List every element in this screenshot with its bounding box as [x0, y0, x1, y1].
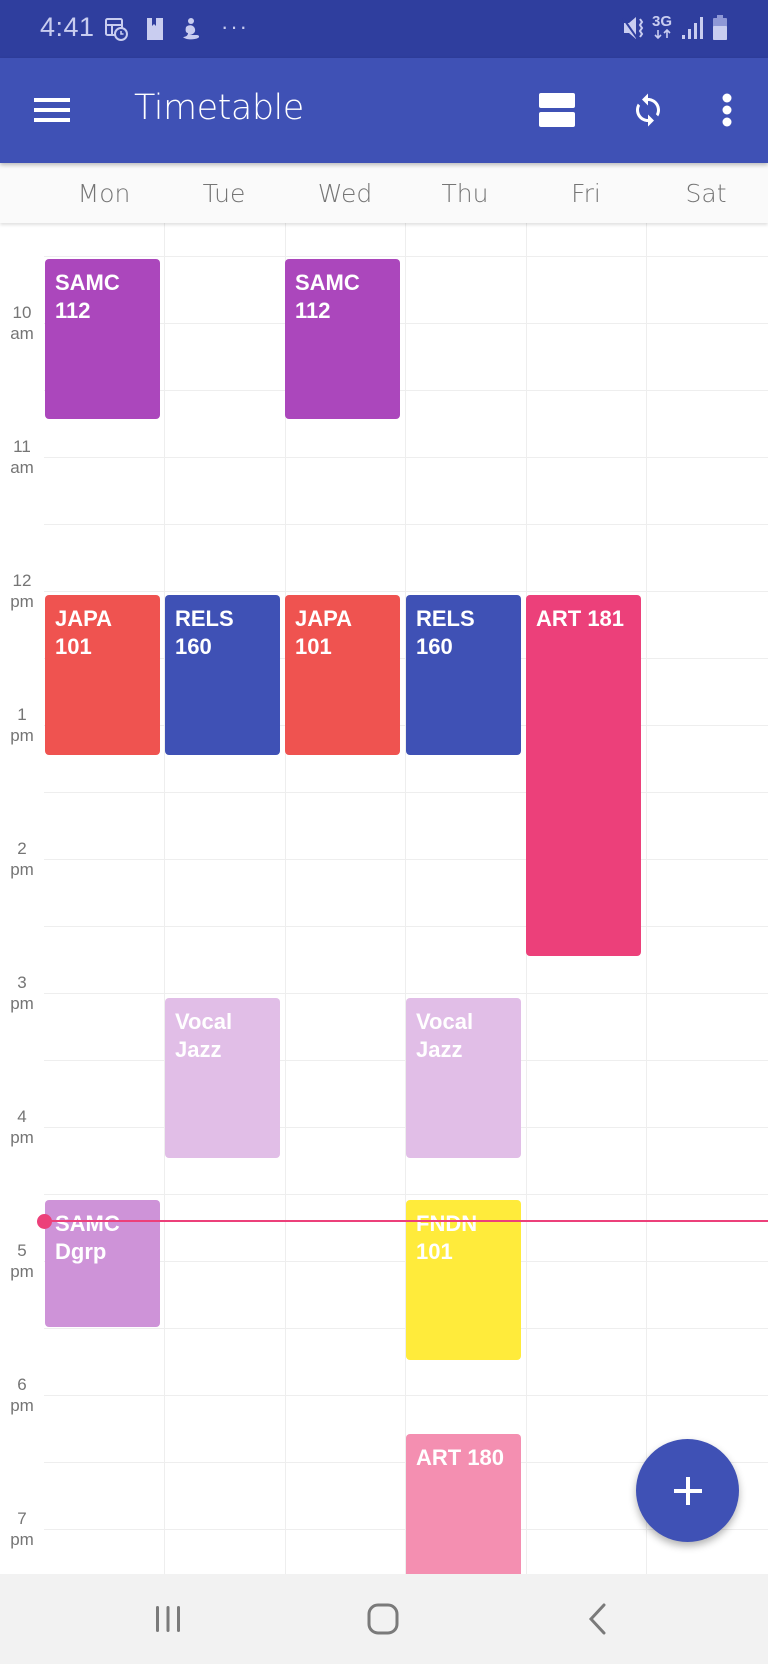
more-vert-icon: [722, 93, 732, 127]
3g-data-icon: 3G: [651, 12, 675, 47]
grid-line: [44, 1395, 768, 1396]
view-agenda-icon: [539, 93, 575, 127]
home-button[interactable]: [353, 1596, 413, 1642]
recents-icon: [156, 1606, 180, 1632]
menu-button[interactable]: [22, 80, 82, 140]
app-bar: Timetable: [0, 58, 768, 163]
time-label-1pm: 1 pm: [10, 705, 34, 745]
event-japa-101-wed[interactable]: JAPA 101: [285, 595, 400, 755]
time-label-2pm: 2 pm: [10, 839, 34, 879]
day-header: Mon Tue Wed Thu Fri Sat: [0, 163, 768, 223]
time-label-11am: 11 am: [10, 437, 34, 477]
grid-line: [44, 390, 768, 391]
day-label-wed: Wed: [317, 179, 373, 208]
view-toggle-button[interactable]: [527, 80, 587, 140]
system-nav-bar: [0, 1574, 768, 1664]
battery-icon: [712, 15, 728, 46]
day-label-fri: Fri: [571, 179, 601, 208]
column-divider: [164, 223, 165, 1574]
current-time-dot: [37, 1214, 52, 1229]
bookmark-icon: [145, 17, 165, 46]
time-label-5pm: 5 pm: [10, 1241, 34, 1281]
grid-line: [44, 792, 768, 793]
home-icon: [367, 1603, 399, 1635]
calendar-clock-icon: [104, 17, 128, 46]
recents-button[interactable]: [138, 1596, 198, 1642]
status-time: 4:41: [40, 12, 95, 42]
svg-text:3G: 3G: [652, 13, 672, 30]
event-vocal-jazz-tue[interactable]: Vocal Jazz: [165, 998, 280, 1158]
signal-icon: [681, 16, 703, 45]
status-bar: 4:41 ··· 3G: [0, 0, 768, 58]
time-label-7pm: 7 pm: [10, 1509, 34, 1549]
event-rels-160-thu[interactable]: RELS 160: [406, 595, 521, 755]
time-label-3pm: 3 pm: [10, 973, 34, 1013]
event-art-181-fri[interactable]: ART 181: [526, 595, 641, 956]
grid-line: [44, 1194, 768, 1195]
grid-line: [44, 323, 768, 324]
time-label-4pm: 4 pm: [10, 1107, 34, 1147]
day-label-thu: Thu: [441, 179, 489, 208]
event-art-180-thu[interactable]: ART 180: [406, 1434, 521, 1574]
column-divider: [646, 223, 647, 1574]
timetable-grid[interactable]: 10 am 11 am 12 pm 1 pm 2 pm 3 pm 4 pm 5 pm 6 pm 7…: [0, 223, 768, 1574]
event-vocal-jazz-thu[interactable]: Vocal Jazz: [406, 998, 521, 1158]
back-button[interactable]: [568, 1596, 628, 1642]
column-divider: [405, 223, 406, 1574]
vibrate-mute-icon: [622, 14, 648, 47]
event-japa-101-mon[interactable]: JAPA 101: [45, 595, 160, 755]
event-samc-112-wed[interactable]: SAMC 112: [285, 259, 400, 419]
grid-line: [44, 524, 768, 525]
sync-button[interactable]: [618, 80, 678, 140]
time-label-10am: 10 am: [10, 303, 34, 343]
grid-line: [44, 926, 768, 927]
hamburger-icon: [34, 98, 70, 122]
page-title: Timetable: [134, 88, 304, 128]
grid-line: [44, 993, 768, 994]
plus-icon: [673, 1476, 702, 1505]
figure-icon: [180, 17, 202, 46]
time-label-6pm: 6 pm: [10, 1375, 34, 1415]
time-label-12pm: 12 pm: [10, 571, 34, 611]
more-options-button[interactable]: [697, 80, 757, 140]
grid-line: [44, 859, 768, 860]
day-label-mon: Mon: [77, 179, 131, 208]
event-samc-112-mon[interactable]: SAMC 112: [45, 259, 160, 419]
more-dots-icon: ···: [221, 14, 249, 39]
event-rels-160-tue[interactable]: RELS 160: [165, 595, 280, 755]
event-fndn-101-thu[interactable]: FNDN 101: [406, 1200, 521, 1360]
day-label-tue: Tue: [202, 179, 246, 208]
add-event-button[interactable]: [636, 1439, 739, 1542]
sync-icon: [636, 93, 660, 127]
column-divider: [285, 223, 286, 1574]
grid-line: [44, 591, 768, 592]
day-label-sat: Sat: [685, 179, 727, 208]
grid-line: [44, 457, 768, 458]
grid-line: [44, 256, 768, 257]
current-time-line: [44, 1220, 768, 1222]
back-chevron-icon: [588, 1603, 606, 1635]
